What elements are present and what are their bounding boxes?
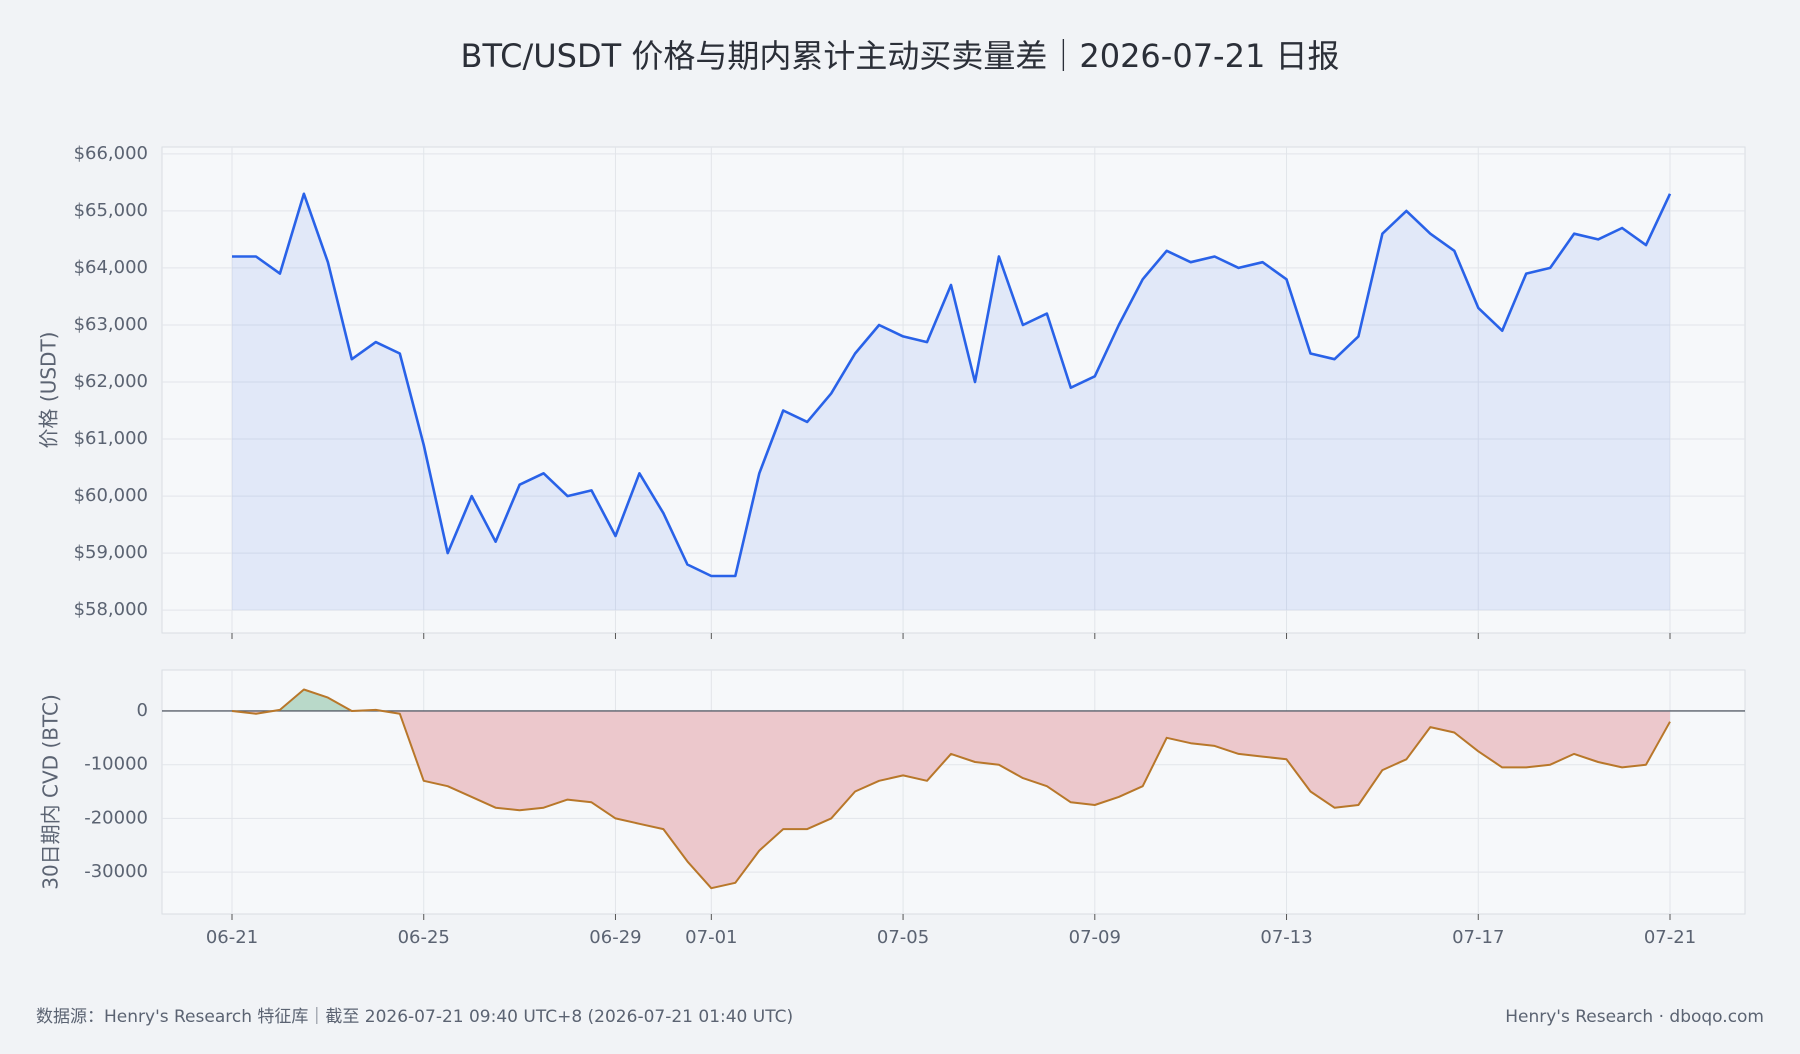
y-tick-label: $62,000	[74, 371, 148, 392]
plot-area	[161, 669, 1746, 915]
y-tick-label: $59,000	[74, 542, 148, 563]
x-tick-label: 07-21	[1644, 927, 1696, 948]
cvd-positive-area	[273, 689, 383, 711]
x-tick-label: 07-01	[685, 927, 737, 948]
x-tick-label: 07-17	[1452, 927, 1504, 948]
y-axis-title: 价格 (USDT)	[37, 332, 61, 449]
plot-area	[161, 146, 1746, 634]
y-tick-label: -10000	[84, 754, 148, 775]
price-area	[232, 193, 1670, 611]
x-tick-label: 06-25	[398, 927, 450, 948]
y-tick-label: $60,000	[74, 485, 148, 506]
y-tick-label: $61,000	[74, 428, 148, 449]
footer-source: 数据源：Henry's Research 特征库｜截至 2026-07-21 0…	[36, 1007, 793, 1027]
x-tick-label: 07-09	[1069, 927, 1121, 948]
footer-brand: Henry's Research · dboqo.com	[1505, 1007, 1764, 1027]
price-line	[232, 192, 1672, 578]
cvd-line	[231, 688, 1671, 890]
x-tick-label: 06-21	[206, 927, 258, 948]
y-tick-label: $63,000	[74, 314, 148, 335]
y-tick-label: $66,000	[74, 143, 148, 164]
y-tick-label: -20000	[84, 807, 148, 828]
x-tick-label: 07-05	[877, 927, 929, 948]
cvd-negative-area	[232, 710, 1670, 889]
chart-title: BTC/USDT 价格与期内累计主动买卖量差｜2026-07-21 日报	[461, 37, 1340, 75]
y-tick-label: -30000	[84, 861, 148, 882]
y-tick-label: $58,000	[74, 599, 148, 620]
y-axis-title: 30日期内 CVD (BTC)	[39, 694, 63, 890]
y-tick-label: 0	[137, 700, 148, 721]
x-tick-label: 06-29	[589, 927, 641, 948]
x-tick-label: 07-13	[1260, 927, 1312, 948]
y-tick-label: $65,000	[74, 200, 148, 221]
y-tick-label: $64,000	[74, 257, 148, 278]
